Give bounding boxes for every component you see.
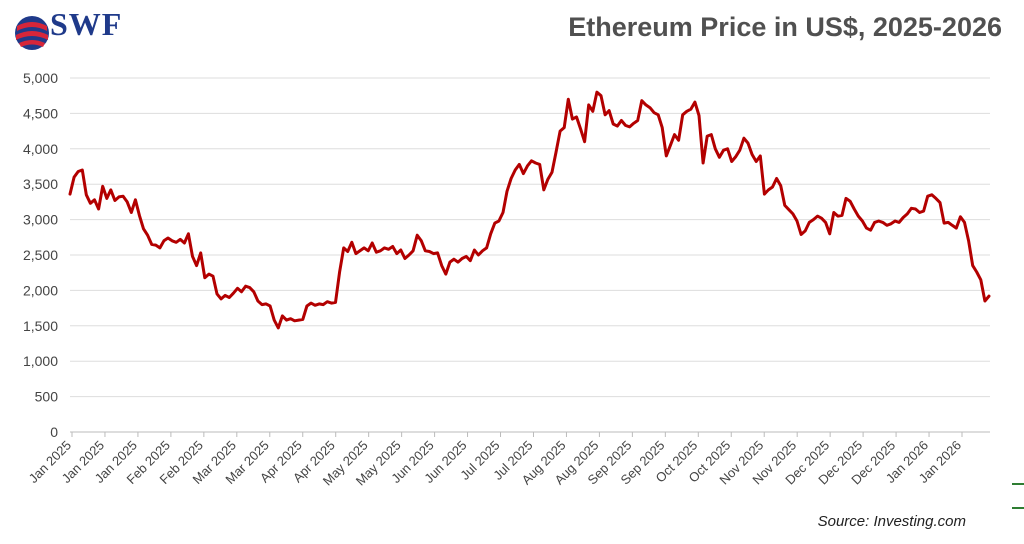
series-group <box>68 90 991 330</box>
series-line <box>68 90 991 330</box>
y-tick-label: 4,000 <box>23 141 58 157</box>
logo <box>15 16 49 50</box>
y-tick-label: 4,500 <box>23 105 58 121</box>
logo-text: SWF <box>50 6 123 42</box>
y-tick-label: 3,500 <box>23 176 58 192</box>
y-tick-label: 3,000 <box>23 212 58 228</box>
legend-marks <box>1012 483 1024 509</box>
y-tick-label: 500 <box>35 389 59 405</box>
y-tick-label: 1,500 <box>23 318 58 334</box>
y-tick-label: 2,500 <box>23 247 58 263</box>
chart-title: Ethereum Price in US$, 2025-2026 <box>568 12 1002 42</box>
logo-globe-icon <box>15 16 49 50</box>
y-tick-label: 5,000 <box>23 70 58 86</box>
source-note: Source: Investing.com <box>817 513 966 530</box>
gridlines <box>70 77 990 398</box>
x-axis-tick-marks <box>71 432 963 437</box>
y-axis-tick-labels: 0 500 1,000 1,500 2,000 2,500 3,000 3,500 4,000 4… <box>23 70 58 440</box>
y-tick-label: 1,000 <box>23 353 58 369</box>
y-tick-label: 0 <box>50 424 58 440</box>
y-tick-label: 2,000 <box>23 282 58 298</box>
